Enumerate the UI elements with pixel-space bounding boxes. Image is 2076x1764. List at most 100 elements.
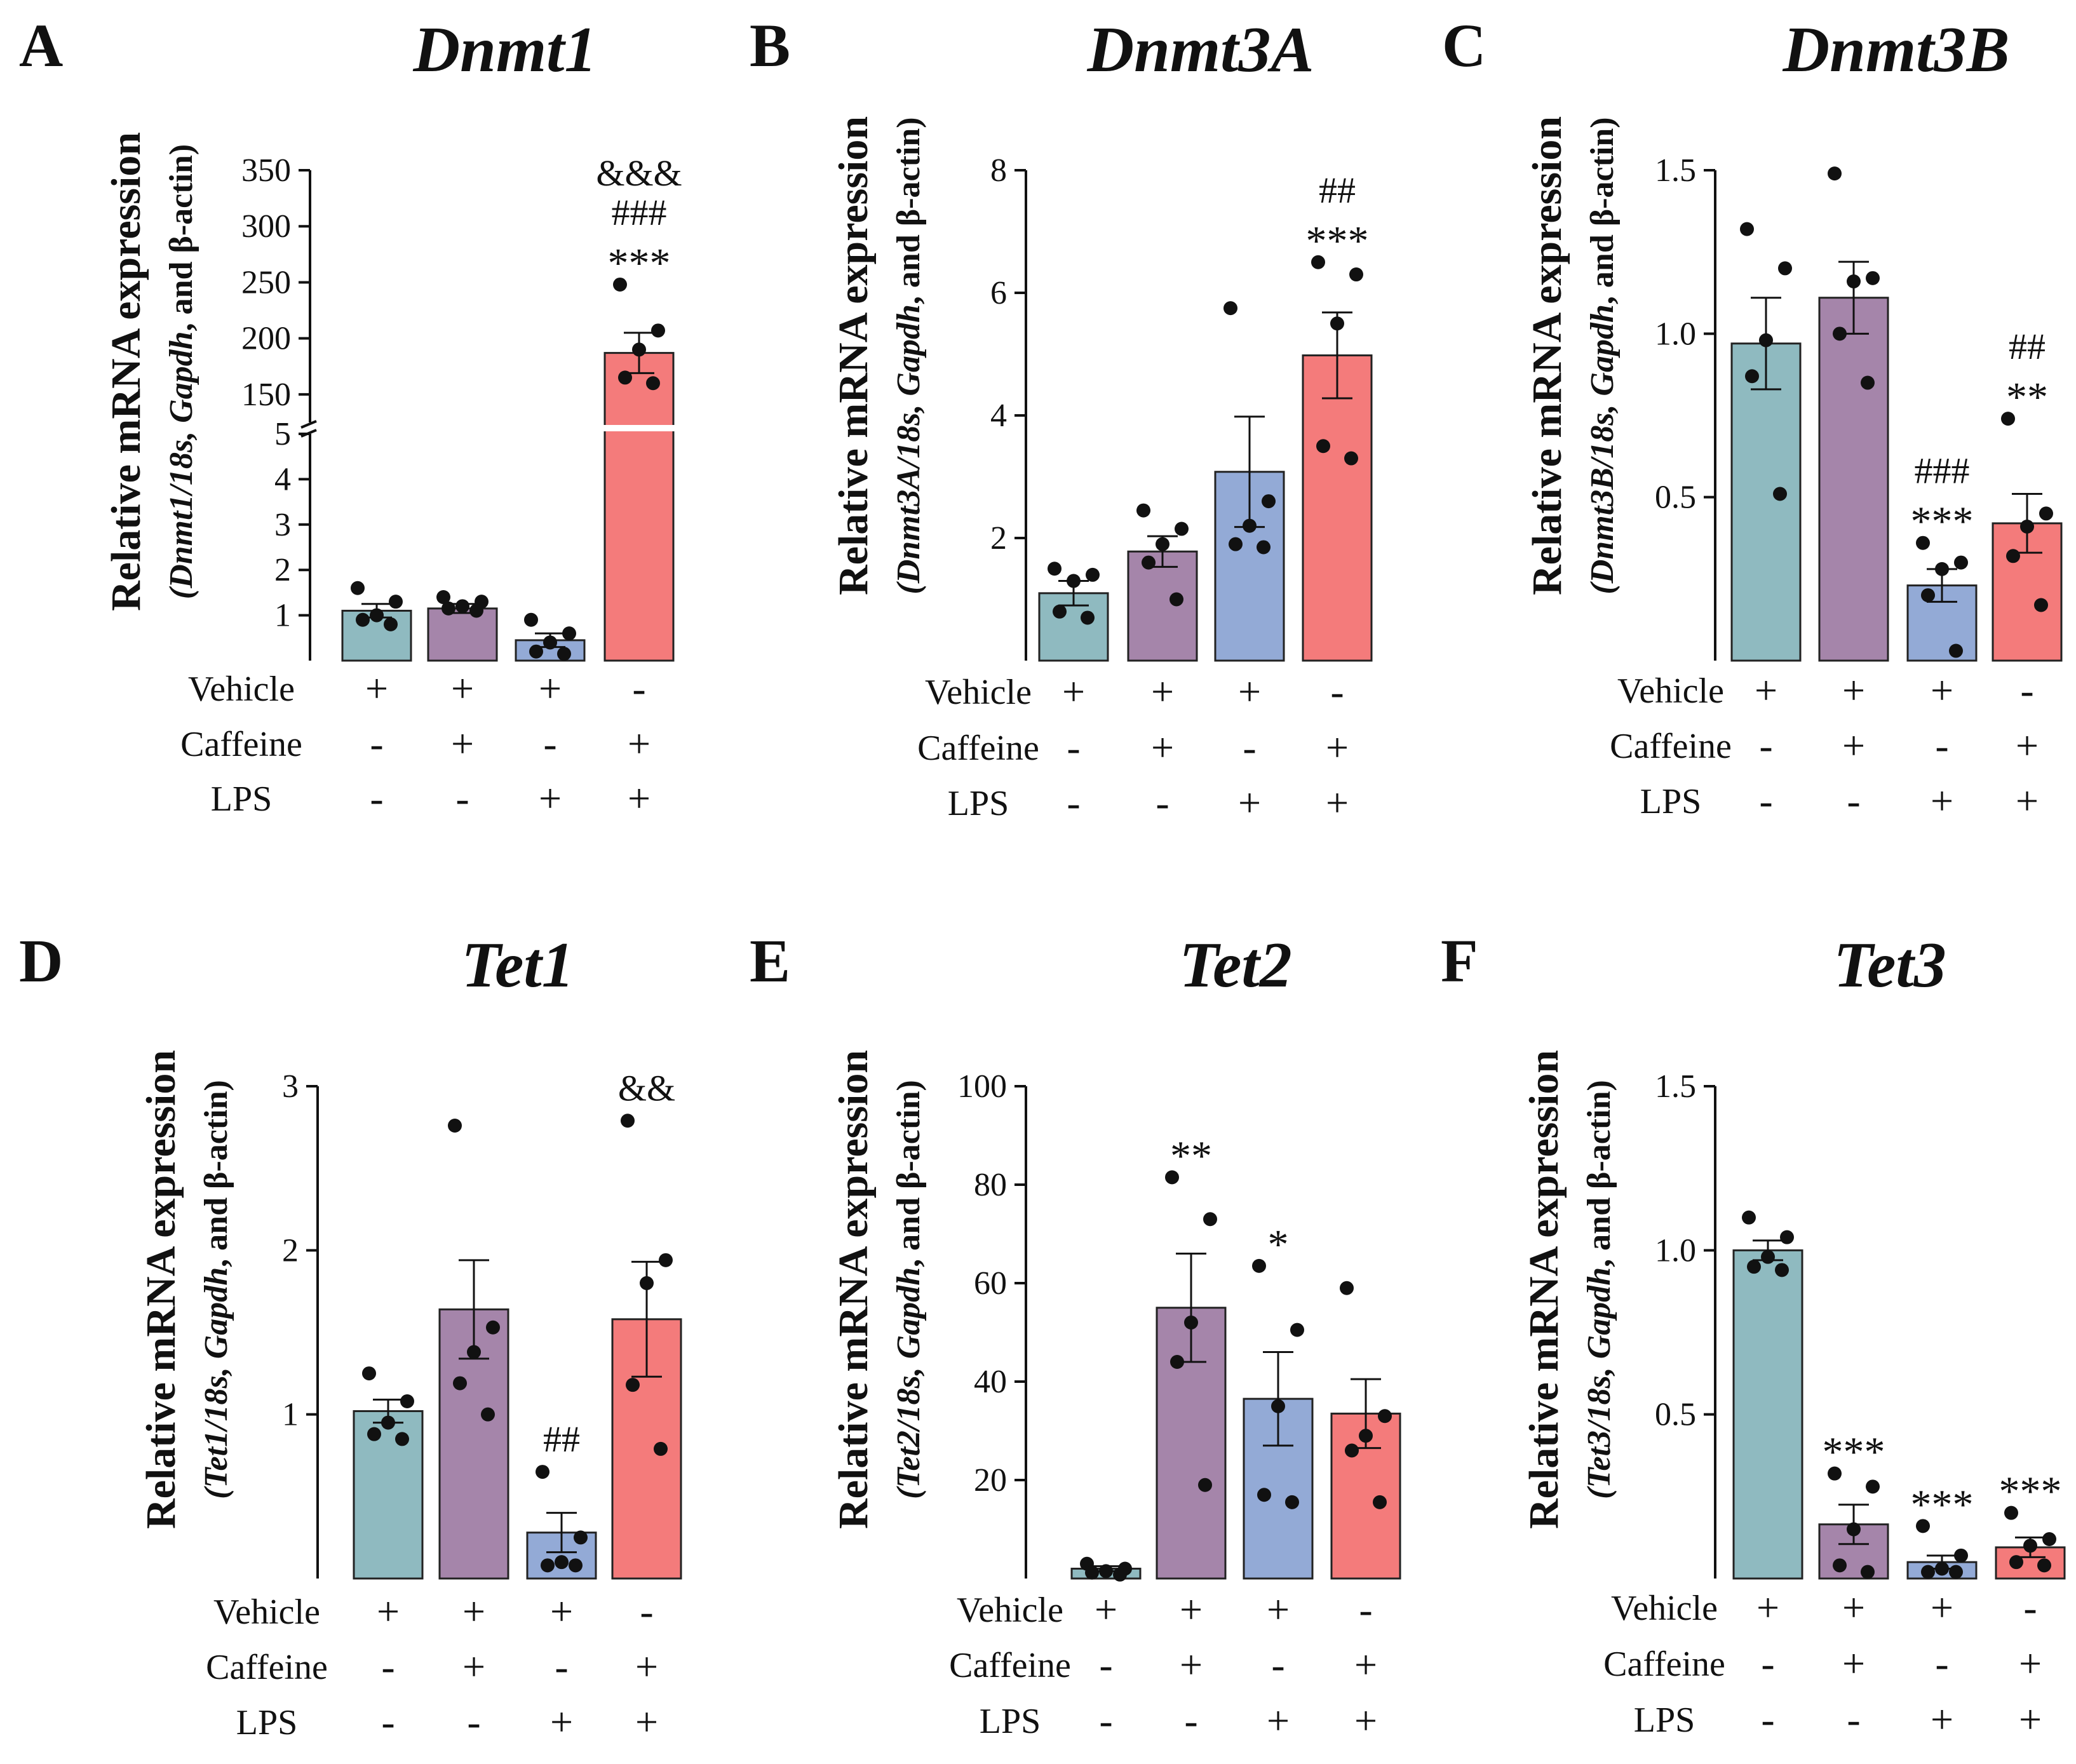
treatment-sign: + [1931, 668, 1953, 713]
treatment-sign: + [451, 721, 474, 766]
y-tick-label: 1.5 [1655, 152, 1696, 189]
y-axis-sublabel: (Dnmt1/18s, Gapdh, and β-actin) [163, 144, 199, 600]
treatment-sign: + [539, 776, 562, 821]
data-point [659, 1253, 673, 1267]
significance-mark: ### [1915, 450, 1970, 492]
panel-e-tet2: E Tet2 Relative mRNA expression (Tet2/18… [750, 927, 1401, 1743]
data-point [1773, 487, 1787, 501]
data-point [569, 1558, 583, 1573]
treatment-sign: + [365, 666, 388, 711]
panel-letter: F [1441, 927, 1478, 995]
treatment-sign: - [455, 776, 469, 821]
y-axis-label: Relative mRNA expression [830, 116, 877, 595]
y-tick-label: 6 [990, 275, 1007, 311]
y-axis-sublabel-part: β-actin [1584, 128, 1621, 227]
y-axis: 2 4 6 8 [990, 152, 1027, 661]
y-tick-label: 4 [274, 461, 291, 497]
treatment-table: Vehicle + + + -Caffeine - + - +LPS - - + + [1603, 1585, 2042, 1742]
data-point [1184, 1316, 1198, 1330]
treatment-sign: - [1935, 1641, 1948, 1686]
significance-marks: *** [1170, 1133, 1289, 1268]
chart-title: Dnmt3A [1086, 14, 1314, 86]
treatment-sign: + [1842, 1585, 1865, 1630]
treatment-sign: - [1099, 1642, 1112, 1687]
significance-mark: *** [1911, 499, 1974, 545]
data-point [436, 590, 450, 605]
significance-mark: ** [1170, 1133, 1212, 1179]
treatment-sign: + [550, 1699, 573, 1744]
treatment-sign: + [451, 666, 474, 711]
data-point [1775, 1263, 1789, 1277]
significance-mark: *** [1823, 1429, 1885, 1476]
data-point [1053, 604, 1067, 619]
data-point [384, 617, 398, 631]
significance-marks: *** ###&&& [596, 152, 682, 286]
treatment-label: LPS [1634, 1700, 1695, 1740]
treatment-sign: + [1238, 780, 1261, 825]
treatment-label: LPS [948, 784, 1009, 823]
y-axis-sublabel-part: , and [1584, 226, 1621, 304]
y-tick-label: 3 [274, 507, 291, 543]
y-tick-label: 150 [241, 377, 291, 413]
data-point [1048, 562, 1062, 576]
bar-caffeine [1127, 550, 1198, 662]
data-point [486, 1320, 500, 1335]
data-point [1262, 494, 1276, 509]
chart-title: Dnmt3B [1782, 14, 2009, 86]
significance-mark: &&& [596, 152, 682, 194]
data-point [1847, 1522, 1861, 1537]
data-point [1285, 1495, 1299, 1509]
treatment-sign: - [2023, 1585, 2037, 1630]
treatment-label: LPS [211, 779, 273, 819]
data-point [1833, 327, 1847, 341]
y-tick-label: 200 [241, 321, 291, 357]
treatment-sign: + [1180, 1642, 1203, 1687]
treatment-sign: + [1326, 780, 1349, 825]
y-tick-label: 20 [974, 1462, 1007, 1498]
treatment-label: LPS [236, 1703, 298, 1742]
data-point [1861, 375, 1875, 390]
data-point [1271, 1399, 1285, 1413]
significance-marks: ## && [543, 1067, 675, 1460]
treatment-sign: - [1847, 778, 1860, 823]
treatment-sign: - [632, 666, 645, 711]
y-axis-sublabel-part: ) [891, 1080, 927, 1091]
significance-mark: ## [543, 1418, 580, 1460]
data-point [2037, 1558, 2051, 1573]
treatment-label: Caffeine [949, 1646, 1071, 1685]
bar-vehicle [353, 1410, 424, 1580]
data-point [1223, 301, 1237, 316]
panel-c-dnmt3b: C Dnmt3B Relative mRNA expression (Dnmt3… [1442, 11, 2063, 823]
data-point [1142, 555, 1156, 570]
treatment-sign: + [1151, 669, 1174, 714]
treatment-sign: + [628, 776, 650, 821]
data-point [351, 581, 365, 595]
data-point [1316, 439, 1330, 454]
data-point [1745, 369, 1759, 384]
data-point [2039, 506, 2053, 521]
treatment-sign: + [628, 721, 650, 766]
data-point [618, 370, 632, 385]
data-point [1378, 1409, 1392, 1424]
bar-vehicle [1730, 342, 1802, 662]
treatment-sign: + [1842, 723, 1865, 768]
bars [341, 332, 675, 662]
data-point [2034, 598, 2048, 612]
treatment-sign: + [462, 1589, 485, 1634]
y-tick-label: 1 [282, 1397, 299, 1433]
data-point [1165, 1170, 1179, 1185]
y-tick-label: 2 [274, 552, 291, 588]
chart-title: Dnmt1 [412, 14, 597, 86]
data-point [467, 1345, 481, 1359]
significance-mark: *** [608, 240, 671, 286]
data-point [2004, 1505, 2018, 1520]
data-points [351, 277, 665, 661]
significance-mark: *** [1999, 1469, 2062, 1515]
panel-a-dnmt1: A Dnmt1 Relative mRNA expression (Dnmt1/… [19, 11, 682, 821]
y-tick-label: 40 [974, 1364, 1007, 1400]
data-point [481, 1407, 495, 1422]
treatment-label: Caffeine [206, 1648, 328, 1687]
treatment-sign: + [1842, 1641, 1865, 1686]
